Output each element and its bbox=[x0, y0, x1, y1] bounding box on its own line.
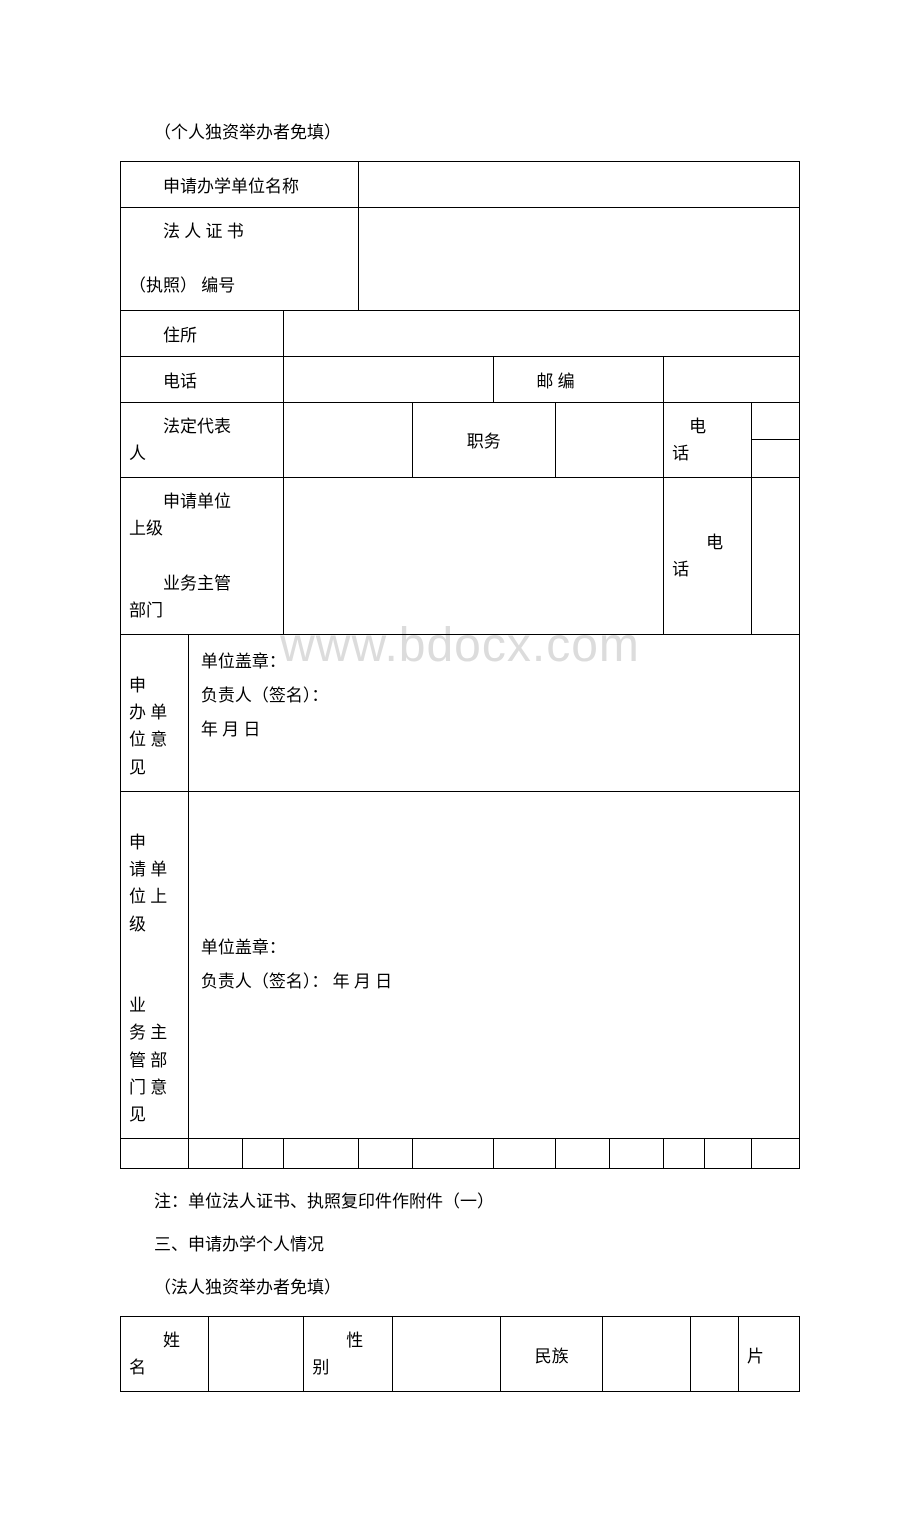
row-personal: 姓名 性别 民族 片 bbox=[121, 1317, 800, 1392]
value-zip bbox=[664, 356, 800, 402]
value-rep-phone-1 bbox=[752, 402, 800, 440]
row-legal-rep-a: 法定代表人 职务 电话 bbox=[121, 402, 800, 440]
empty-cell bbox=[188, 1139, 242, 1169]
empty-cell bbox=[609, 1139, 663, 1169]
label-phone: 电话 bbox=[121, 356, 284, 402]
empty-cell bbox=[412, 1139, 493, 1169]
label-rep-phone: 电话 bbox=[664, 402, 752, 477]
value-blank bbox=[691, 1317, 739, 1392]
section-heading: 三、申请办学个人情况 bbox=[120, 1230, 800, 1255]
value-phone bbox=[283, 356, 493, 402]
value-name bbox=[209, 1317, 304, 1392]
label-license-line1: 法 人 证 书 bbox=[163, 222, 244, 241]
unit-application-table: 申请办学单位名称 法 人 证 书 （执照） 编号 住所 电话 邮 编 法定代表人… bbox=[120, 161, 800, 1169]
row-unit-opinion: 申办 单位 意见 单位盖章： 负责人（签名）： 年 月 日 bbox=[121, 634, 800, 791]
supervisor-opinion-seal: 单位盖章： bbox=[201, 938, 286, 957]
personal-info-table: 姓名 性别 民族 片 bbox=[120, 1316, 800, 1392]
label-photo: 片 bbox=[738, 1317, 799, 1392]
empty-cell bbox=[555, 1139, 609, 1169]
value-license-number bbox=[358, 208, 799, 311]
label-unit-opinion: 申办 单位 意见 bbox=[121, 634, 189, 791]
label-address: 住所 bbox=[121, 310, 284, 356]
value-address bbox=[283, 310, 799, 356]
row-empty bbox=[121, 1139, 800, 1169]
row-supervisor-opinion: 申请 单位 上级 业务 主管 部门 意见 单位盖章： 负责人（签名）： 年 月 … bbox=[121, 791, 800, 1138]
supervisor-opinion-sign: 负责人（签名）： 年 月 日 bbox=[201, 972, 392, 991]
note-attachment: 注：单位法人证书、执照复印件作附件（一） bbox=[120, 1187, 800, 1212]
label-supervisor-opinion: 申请 单位 上级 业务 主管 部门 意见 bbox=[121, 791, 189, 1138]
label-gender: 性别 bbox=[304, 1317, 392, 1392]
label-unit-name: 申请办学单位名称 bbox=[121, 162, 359, 208]
value-ethnicity bbox=[603, 1317, 691, 1392]
empty-cell bbox=[494, 1139, 555, 1169]
value-legal-rep bbox=[283, 402, 412, 477]
header-note: （个人独资举办者免填） bbox=[120, 118, 800, 143]
empty-cell bbox=[752, 1139, 800, 1169]
label-zip: 邮 编 bbox=[494, 356, 664, 402]
value-unit-name bbox=[358, 162, 799, 208]
note-exempt: （法人独资举办者免填） bbox=[120, 1273, 800, 1298]
row-unit-name: 申请办学单位名称 bbox=[121, 162, 800, 208]
label-license-line2: （执照） 编号 bbox=[129, 276, 235, 295]
label-position: 职务 bbox=[412, 402, 555, 477]
unit-opinion-sign: 负责人（签名）： bbox=[201, 686, 329, 705]
label-supervisor-dept: 申请单位上级 业务主管部门 bbox=[121, 477, 284, 634]
empty-cell bbox=[704, 1139, 752, 1169]
value-gender bbox=[392, 1317, 501, 1392]
label-name: 姓名 bbox=[121, 1317, 209, 1392]
label-legal-rep: 法定代表人 bbox=[121, 402, 284, 477]
row-phone-zip: 电话 邮 编 bbox=[121, 356, 800, 402]
row-address: 住所 bbox=[121, 310, 800, 356]
value-supervisor-opinion: 单位盖章： 负责人（签名）： 年 月 日 bbox=[188, 791, 799, 1138]
empty-cell bbox=[243, 1139, 284, 1169]
row-supervisor-dept: 申请单位上级 业务主管部门 电话 bbox=[121, 477, 800, 634]
value-supervisor-dept bbox=[283, 477, 663, 634]
unit-opinion-date: 年 月 日 bbox=[201, 720, 261, 739]
empty-cell bbox=[283, 1139, 358, 1169]
unit-opinion-seal: 单位盖章： bbox=[201, 652, 286, 671]
empty-cell bbox=[358, 1139, 412, 1169]
value-dept-phone bbox=[752, 477, 800, 634]
value-position bbox=[555, 402, 664, 477]
value-unit-opinion: 单位盖章： 负责人（签名）： 年 月 日 bbox=[188, 634, 799, 791]
label-ethnicity: 民族 bbox=[501, 1317, 603, 1392]
label-license-number: 法 人 证 书 （执照） 编号 bbox=[121, 208, 359, 311]
value-rep-phone-2 bbox=[752, 440, 800, 478]
empty-cell bbox=[121, 1139, 189, 1169]
label-dept-phone: 电话 bbox=[664, 477, 752, 634]
empty-cell bbox=[664, 1139, 705, 1169]
row-license-number: 法 人 证 书 （执照） 编号 bbox=[121, 208, 800, 311]
